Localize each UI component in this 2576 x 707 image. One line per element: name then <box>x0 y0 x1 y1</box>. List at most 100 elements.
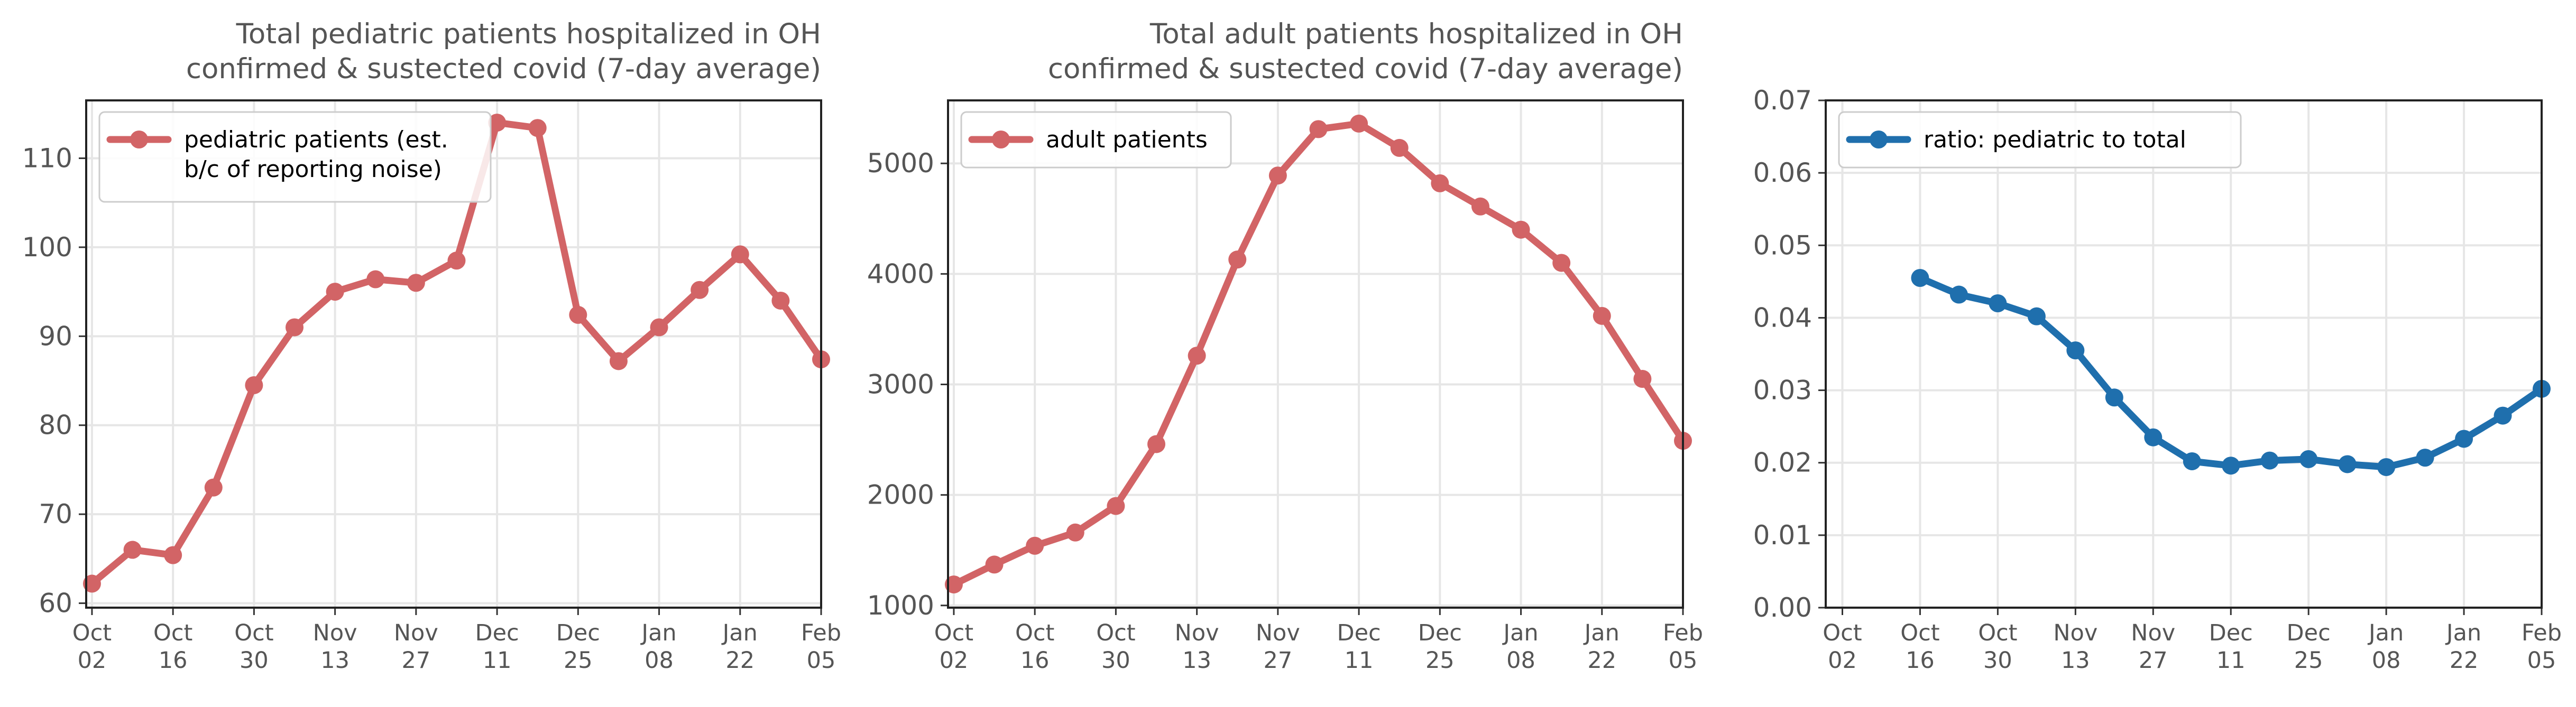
data-point <box>2105 388 2123 407</box>
x-tick-month: Oct <box>153 620 192 646</box>
legend-label: adult patients <box>1046 126 1208 153</box>
legend-label: pediatric patients (est. <box>184 126 448 153</box>
x-tick-day: 05 <box>2527 647 2556 674</box>
data-point <box>164 546 182 564</box>
y-tick-label: 70 <box>39 499 72 529</box>
y-tick-label: 2000 <box>867 480 934 510</box>
data-point <box>82 574 101 593</box>
x-tick-label: Oct 30 <box>1978 620 2017 674</box>
x-tick-label: Jan 22 <box>1583 620 1620 674</box>
data-point <box>569 305 587 324</box>
x-tick-label: Nov 13 <box>313 620 357 674</box>
data-point <box>2494 406 2512 425</box>
pediatric-chart-subtitle: confirmed & sustected covid (7-day avera… <box>186 53 821 85</box>
panel-adult: Total adult patients hospitalized in OH … <box>867 18 1703 674</box>
data-point <box>2066 341 2085 360</box>
x-tick-month: Dec <box>2287 620 2331 646</box>
y-tick-label: 0.07 <box>1753 85 1812 116</box>
data-point <box>286 318 304 337</box>
x-tick-day: 13 <box>320 647 349 674</box>
x-tick-day: 25 <box>564 647 593 674</box>
y-tick-label: 0.00 <box>1753 592 1812 623</box>
adult-chart-subtitle: confirmed & sustected covid (7-day avera… <box>1048 53 1683 85</box>
x-tick-month: Nov <box>1256 620 1300 646</box>
series-line <box>950 120 1687 588</box>
x-tick-label: Dec 11 <box>475 620 519 674</box>
x-tick-month: Feb <box>2522 620 2562 646</box>
axes-frame <box>947 99 1684 609</box>
data-point <box>2377 458 2396 476</box>
x-tick-month: Oct <box>1015 620 1054 646</box>
x-tick-month: Dec <box>556 620 600 646</box>
data-point <box>1390 138 1409 157</box>
x-tick-day: 13 <box>2061 647 2090 674</box>
data-point <box>650 318 668 337</box>
x-tick-label: Oct 02 <box>72 620 112 674</box>
y-tick-label: 90 <box>39 321 72 351</box>
x-tick-month: Jan <box>2445 620 2481 646</box>
panel-pediatric: Total pediatric patients hospitalized in… <box>22 18 842 674</box>
x-tick-label: Dec 25 <box>556 620 600 674</box>
x-tick-month: Nov <box>394 620 438 646</box>
adult-chart-title: Total adult patients hospitalized in OH <box>1149 18 1683 50</box>
x-tick-day: 30 <box>1983 647 2012 674</box>
legend-box <box>960 111 1232 169</box>
legend-box <box>98 111 492 203</box>
legend-swatch-marker <box>130 131 148 148</box>
x-tick-label: Jan 22 <box>721 620 758 674</box>
y-tick-label: 0.03 <box>1753 375 1812 406</box>
x-tick-month: Jan <box>640 620 676 646</box>
data-point <box>1188 347 1206 365</box>
data-point <box>1949 285 1968 304</box>
x-tick-month: Dec <box>475 620 519 646</box>
data-point <box>2455 430 2473 448</box>
legend-label: ratio: pediatric to total <box>1924 126 2186 153</box>
x-tick-day: 16 <box>159 647 188 674</box>
data-point <box>366 270 385 289</box>
x-tick-day: 27 <box>2139 647 2168 674</box>
x-tick-label: Dec 11 <box>2209 620 2253 674</box>
data-point <box>2144 428 2163 446</box>
data-point <box>2299 450 2318 468</box>
x-tick-month: Jan <box>1502 620 1538 646</box>
data-point <box>771 291 790 310</box>
x-tick-label: Nov 27 <box>1256 620 1300 674</box>
data-point <box>245 376 263 394</box>
x-tick-month: Dec <box>2209 620 2253 646</box>
data-point <box>1512 220 1530 239</box>
x-tick-month: Oct <box>1900 620 1939 646</box>
data-point <box>1471 197 1489 216</box>
x-tick-month: Oct <box>234 620 273 646</box>
x-tick-day: 11 <box>2216 647 2246 674</box>
data-point <box>1107 497 1125 515</box>
x-tick-month: Oct <box>1096 620 1135 646</box>
data-point <box>731 245 749 264</box>
y-tick-label: 0.06 <box>1753 157 1812 188</box>
data-point <box>1147 435 1166 453</box>
data-point <box>2416 449 2434 467</box>
y-tick-label: 1000 <box>867 590 934 621</box>
data-point <box>326 283 344 301</box>
data-point <box>123 541 142 559</box>
data-point <box>204 478 223 497</box>
x-tick-day: 02 <box>78 647 107 674</box>
x-tick-day: 16 <box>1020 647 1050 674</box>
y-tick-label: 60 <box>39 588 72 619</box>
data-point <box>488 114 507 132</box>
x-tick-label: Jan 22 <box>2445 620 2481 674</box>
data-point <box>407 274 425 292</box>
x-tick-day: 16 <box>1906 647 1935 674</box>
x-tick-month: Oct <box>72 620 112 646</box>
y-tick-label: 100 <box>22 232 72 263</box>
x-tick-month: Feb <box>1663 620 1703 646</box>
data-point <box>1431 174 1449 192</box>
x-tick-label: Oct 02 <box>1823 620 1862 674</box>
x-tick-label: Feb 05 <box>2522 620 2562 674</box>
x-tick-month: Dec <box>1337 620 1381 646</box>
y-tick-label: 110 <box>22 143 72 173</box>
data-point <box>1989 294 2007 312</box>
x-tick-month: Nov <box>313 620 357 646</box>
